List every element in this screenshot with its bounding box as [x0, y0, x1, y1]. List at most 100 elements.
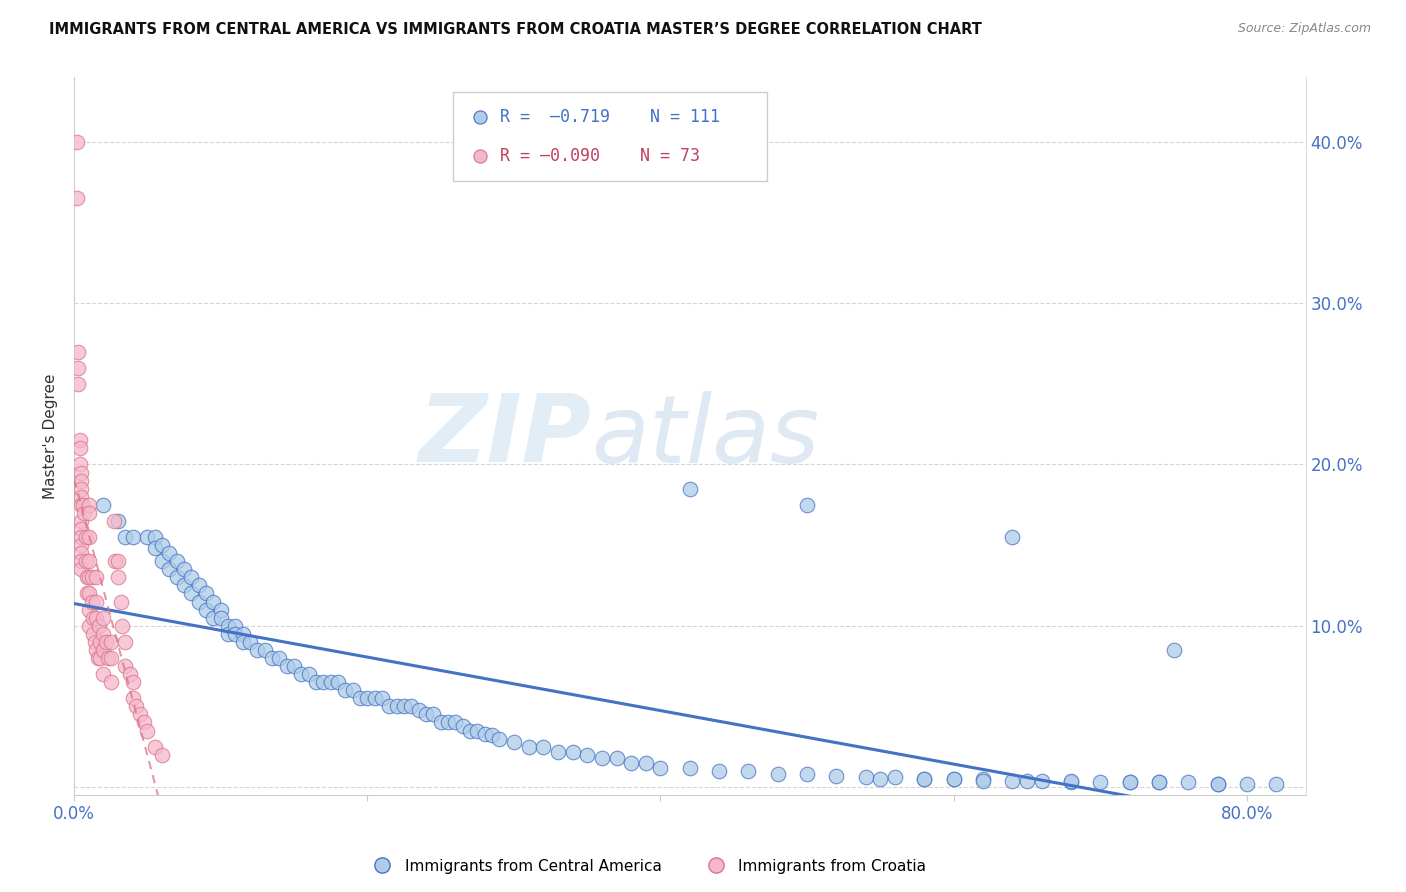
Point [150, 747, 173, 762]
Point [166, 570, 188, 584]
Point [82, 610, 104, 624]
Point [69, 458, 91, 472]
Point [187, 578, 209, 592]
Point [73, 506, 96, 520]
Point [465, 723, 488, 738]
Point [89, 651, 111, 665]
Point [855, 770, 877, 784]
Point [114, 635, 136, 649]
Point [679, 761, 702, 775]
Point [408, 703, 430, 717]
Point [70, 474, 93, 488]
Point [1015, 773, 1038, 788]
Point [103, 514, 125, 528]
Point [488, 731, 510, 746]
Point [217, 618, 239, 632]
Point [150, 554, 173, 568]
Point [437, 715, 460, 730]
Text: ZIP: ZIP [419, 391, 592, 483]
Point [766, 767, 789, 781]
Point [114, 659, 136, 673]
Point [77, 586, 100, 600]
Point [83, 635, 105, 649]
Point [180, 570, 202, 584]
Point [239, 635, 262, 649]
Point [1206, 777, 1229, 791]
Point [111, 618, 134, 632]
Point [474, 727, 496, 741]
Point [1031, 773, 1053, 788]
Point [69, 442, 91, 456]
Point [70, 466, 93, 480]
Point [422, 707, 444, 722]
Point [67, 360, 90, 375]
Point [290, 667, 312, 681]
Point [1001, 773, 1024, 788]
Point [942, 772, 965, 786]
Point [209, 602, 232, 616]
Point [93, 610, 115, 624]
Point [269, 651, 291, 665]
Point [93, 498, 115, 512]
Point [1060, 775, 1083, 789]
Point [246, 643, 269, 657]
Point [1265, 777, 1288, 791]
Point [335, 683, 357, 698]
Point [371, 691, 394, 706]
Point [202, 610, 225, 624]
Point [796, 767, 818, 781]
Point [70, 530, 93, 544]
Point [180, 586, 202, 600]
Point [77, 506, 100, 520]
Point [70, 562, 93, 576]
Point [93, 627, 115, 641]
Y-axis label: Master's Degree: Master's Degree [44, 374, 58, 499]
Point [458, 723, 481, 738]
Point [232, 627, 254, 641]
Point [157, 546, 180, 560]
Point [76, 586, 98, 600]
Point [224, 618, 246, 632]
Point [326, 675, 349, 690]
Point [84, 643, 107, 657]
Point [605, 751, 627, 765]
Legend: Immigrants from Central America, Immigrants from Croatia: Immigrants from Central America, Immigra… [361, 853, 932, 880]
Point [972, 773, 994, 788]
Point [75, 530, 97, 544]
Point [173, 578, 195, 592]
Point [502, 735, 524, 749]
Point [319, 675, 342, 690]
Point [107, 514, 129, 528]
Point [143, 530, 166, 544]
Point [66, 191, 89, 205]
Point [796, 498, 818, 512]
Point [576, 747, 599, 762]
Point [1060, 773, 1083, 788]
Point [136, 723, 159, 738]
Point [76, 570, 98, 584]
Point [84, 594, 107, 608]
Point [378, 699, 401, 714]
Point [143, 541, 166, 556]
Point [202, 594, 225, 608]
Point [67, 344, 90, 359]
Point [260, 651, 283, 665]
Point [114, 530, 136, 544]
Point [547, 745, 569, 759]
Point [70, 538, 93, 552]
Point [634, 756, 657, 770]
Point [70, 514, 93, 528]
Point [70, 554, 93, 568]
Point [1090, 775, 1112, 789]
Point [82, 627, 104, 641]
Point [187, 594, 209, 608]
Point [312, 675, 335, 690]
Point [349, 691, 371, 706]
Point [136, 530, 159, 544]
Point [77, 602, 100, 616]
Point [942, 772, 965, 786]
Text: R =  –0.719    N = 111: R = –0.719 N = 111 [501, 108, 720, 126]
Point [620, 756, 643, 770]
Point [276, 659, 298, 673]
Point [1147, 775, 1170, 789]
